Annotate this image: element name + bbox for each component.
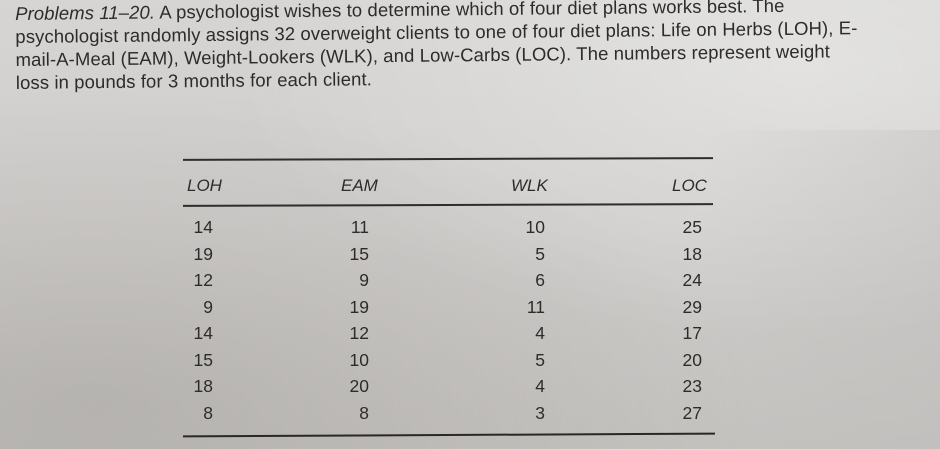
table-cell: 8 xyxy=(359,402,369,423)
header-wlk: WLK xyxy=(511,176,548,195)
column-wlk: 10 5 6 11 4 5 4 3 xyxy=(515,214,545,426)
diet-plan-table: LOH EAM WLK LOC 14 19 12 9 14 15 18 8 11… xyxy=(182,157,716,438)
table-cell: 27 xyxy=(682,402,702,423)
table-cell: 29 xyxy=(682,296,702,317)
table-cell: 20 xyxy=(682,349,702,370)
table-cell: 11 xyxy=(350,217,369,237)
table-cell: 5 xyxy=(535,243,545,264)
table-cell: 25 xyxy=(682,217,702,237)
table-top-rule xyxy=(182,157,714,161)
table-cell: 11 xyxy=(526,296,545,317)
column-loc: 25 18 24 29 17 20 23 27 xyxy=(672,214,702,426)
table-cell: 12 xyxy=(193,270,213,290)
table-bottom-rule xyxy=(182,432,716,438)
table-cell: 18 xyxy=(682,243,702,264)
table-cell: 24 xyxy=(682,270,702,290)
table-cell: 17 xyxy=(682,323,702,343)
table-cell: 5 xyxy=(535,349,545,370)
table-cell: 12 xyxy=(349,323,369,343)
column-loh: 14 19 12 9 14 15 18 8 xyxy=(187,214,213,426)
table-cell: 3 xyxy=(535,402,545,423)
table-cell: 6 xyxy=(535,270,545,290)
header-eam: EAM xyxy=(341,176,378,195)
table-cell: 20 xyxy=(349,376,369,396)
table-cell: 9 xyxy=(203,296,213,317)
column-eam: 11 15 9 19 12 10 20 8 xyxy=(339,214,369,426)
table-cell: 14 xyxy=(193,217,213,237)
problem-number: Problems 11–20. xyxy=(15,1,156,24)
table-cell: 14 xyxy=(193,323,213,343)
table-cell: 10 xyxy=(349,349,369,370)
table-cell: 9 xyxy=(359,270,369,290)
header-loh: LOH xyxy=(187,176,222,195)
header-loc: LOC xyxy=(672,176,707,195)
page-shadow xyxy=(700,130,940,450)
table-cell: 10 xyxy=(525,217,545,237)
problem-statement: Problems 11–20. A psychologist wishes to… xyxy=(15,0,866,94)
table-cell: 4 xyxy=(535,323,545,343)
table-cell: 15 xyxy=(193,349,213,370)
table-cell: 4 xyxy=(535,376,545,396)
table-cell: 15 xyxy=(349,243,369,264)
table-cell: 8 xyxy=(203,402,213,423)
table-header-rule xyxy=(182,203,714,207)
table-cell: 23 xyxy=(682,376,702,396)
table-cell: 19 xyxy=(349,296,369,317)
table-cell: 19 xyxy=(193,243,213,264)
table-cell: 18 xyxy=(193,376,213,396)
